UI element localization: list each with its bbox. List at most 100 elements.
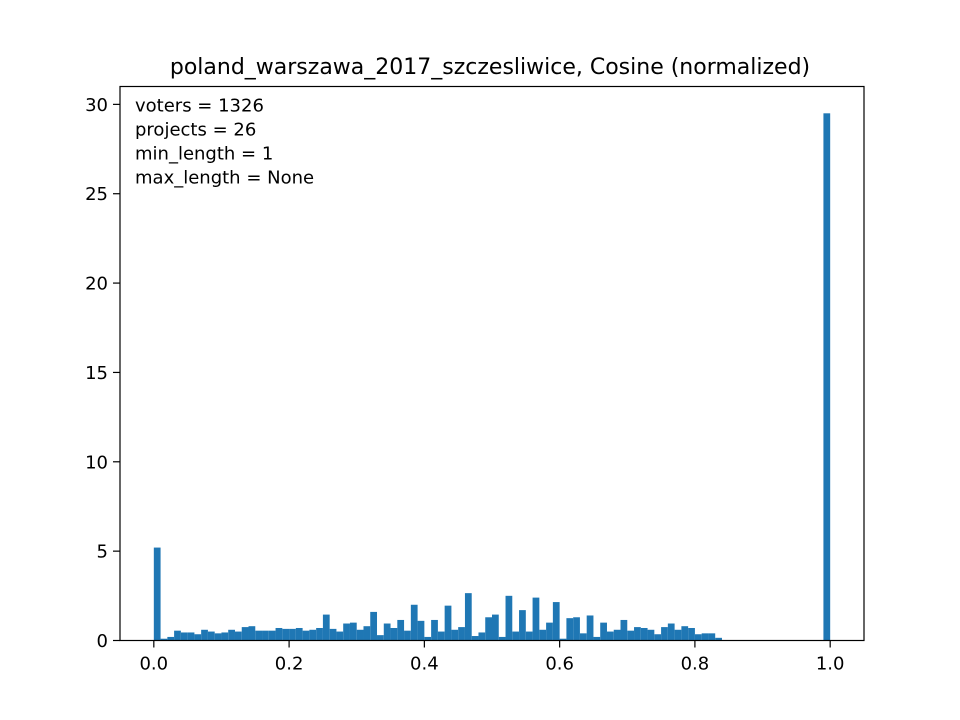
histogram-bar — [167, 636, 175, 641]
x-tick-label: 0.4 — [410, 654, 439, 675]
plot-frame — [119, 85, 865, 642]
histogram-bar — [397, 619, 405, 641]
histogram-bar — [370, 611, 378, 641]
histogram-bar — [262, 630, 269, 641]
histogram-bar — [404, 630, 411, 641]
histogram-bar — [823, 113, 831, 641]
histogram-bar — [390, 627, 398, 641]
histogram-bar — [289, 628, 296, 641]
histogram-bar — [464, 593, 472, 641]
histogram-bar — [600, 622, 607, 641]
histogram-bar — [512, 631, 520, 641]
histogram-bar — [437, 631, 445, 641]
histogram-bar — [410, 604, 418, 641]
histogram-bar — [559, 638, 567, 641]
histogram-bar — [228, 629, 235, 641]
histogram-bar — [546, 622, 553, 641]
x-tick-label: 0.0 — [139, 654, 168, 675]
x-axis: 0.0 0.2 0.4 0.6 0.8 1.0 — [139, 640, 845, 675]
y-tick-label: 10 — [85, 452, 108, 473]
x-tick-label: 0.8 — [681, 654, 710, 675]
histogram-bar — [153, 547, 161, 641]
histogram-bar — [539, 629, 547, 641]
histogram-bar — [201, 629, 208, 641]
histogram-bar — [640, 627, 648, 641]
histogram-bar — [180, 632, 188, 641]
histogram-bar — [336, 631, 344, 641]
histogram-bar — [275, 627, 283, 641]
histogram-bar — [586, 615, 594, 641]
histogram-bar — [613, 629, 621, 641]
histogram-bar — [593, 636, 601, 641]
y-tick-label: 0 — [97, 631, 108, 652]
histogram-bar — [383, 623, 391, 641]
histogram-bar — [234, 631, 242, 641]
histogram-bar — [634, 627, 641, 641]
annotation-line: max_length = None — [135, 168, 314, 189]
histogram-bar — [431, 619, 438, 641]
histogram-bar — [295, 627, 303, 641]
histogram-bar — [505, 595, 513, 641]
y-axis: 0 5 10 15 20 25 30 — [85, 95, 120, 652]
histogram-bar — [606, 631, 614, 641]
histogram-bar — [241, 627, 249, 641]
y-tick-label: 5 — [97, 542, 108, 563]
histogram-bar — [681, 626, 689, 641]
histogram-bar — [519, 610, 526, 641]
histogram-bar — [282, 628, 290, 641]
histogram-bar — [715, 637, 722, 641]
histogram-bar — [343, 623, 350, 641]
histogram-bar — [349, 622, 357, 641]
histogram-bar — [329, 628, 337, 641]
histogram-bar — [444, 605, 452, 641]
y-tick-label: 20 — [85, 274, 108, 295]
histogram-bar — [248, 626, 256, 641]
y-tick-label: 15 — [85, 363, 108, 384]
histogram-bar — [579, 633, 587, 641]
y-tick-label: 30 — [85, 95, 108, 116]
histogram-bar — [377, 635, 384, 641]
annotation-line: projects = 26 — [135, 120, 256, 141]
histogram-bar — [471, 636, 479, 641]
histogram-bar — [566, 618, 574, 641]
histogram-bar — [309, 629, 317, 641]
histogram-bar — [667, 623, 675, 641]
x-tick-label: 1.0 — [816, 654, 845, 675]
chart-title: poland_warszawa_2017_szczesliwice, Cosin… — [170, 55, 810, 80]
histogram-bar — [214, 633, 222, 641]
histogram-bar — [221, 632, 229, 641]
histogram-bar — [458, 627, 465, 641]
histogram-bar — [627, 630, 635, 641]
histogram-bar — [674, 629, 682, 641]
histogram-bar — [268, 630, 276, 641]
histogram-bar — [451, 629, 459, 641]
x-tick-label: 0.2 — [275, 654, 304, 675]
histogram-bar — [654, 634, 662, 641]
histogram-bar — [194, 634, 202, 641]
histogram-bar — [525, 631, 533, 641]
histogram-bar — [552, 602, 560, 641]
bars-group — [153, 113, 831, 641]
histogram-bar — [187, 632, 195, 641]
histogram-bar — [492, 614, 499, 641]
histogram-bar — [322, 614, 330, 641]
histogram-bar — [661, 627, 668, 641]
histogram-bar — [207, 631, 215, 641]
histogram-bar — [708, 633, 716, 641]
histogram-bar — [160, 638, 168, 641]
histogram-bar — [620, 619, 628, 641]
histogram-bar — [417, 620, 425, 641]
histogram-bar — [363, 626, 371, 641]
histogram-bar — [688, 627, 695, 641]
annotation-line: voters = 1326 — [135, 96, 264, 117]
annotation-line: min_length = 1 — [135, 144, 273, 165]
histogram-bar — [424, 636, 432, 641]
histogram-bar — [356, 629, 364, 641]
histogram-bar — [485, 617, 492, 641]
histogram-bar — [255, 630, 263, 641]
x-tick-label: 0.6 — [545, 654, 574, 675]
annotation-group: voters = 1326 projects = 26 min_length = 1… — [135, 96, 314, 189]
histogram-bar — [701, 633, 709, 641]
histogram-bar — [573, 617, 580, 641]
